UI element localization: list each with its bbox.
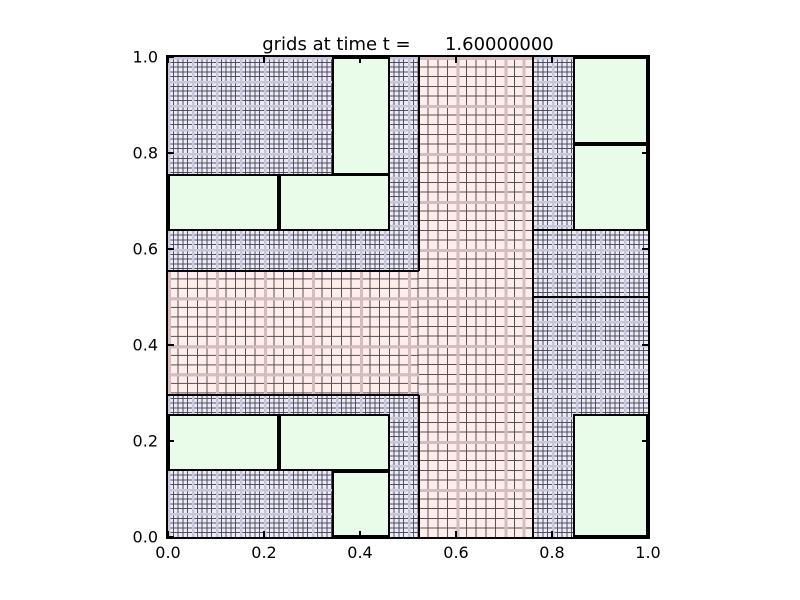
patch-boundary-line <box>532 296 648 298</box>
tick-mark <box>647 57 648 63</box>
tick-mark <box>168 152 174 154</box>
x-tick-label: 0.6 <box>443 543 469 562</box>
y-tick-label: 0.0 <box>132 527 158 547</box>
tick-mark <box>551 531 553 537</box>
tick-mark <box>551 57 553 63</box>
tick-mark <box>263 531 265 537</box>
tick-mark <box>168 344 174 346</box>
patch-boundary-line <box>168 394 419 397</box>
green-patch <box>168 414 279 471</box>
tick-mark <box>168 57 174 58</box>
tick-mark <box>642 248 648 250</box>
tick-mark <box>263 57 265 63</box>
green-patch <box>572 414 648 537</box>
tick-mark <box>168 248 174 250</box>
tick-mark <box>642 536 648 537</box>
tick-mark <box>642 152 648 154</box>
x-tick-label: 0.4 <box>347 543 373 562</box>
green-patch <box>278 414 391 471</box>
y-tick-label: 0.2 <box>132 431 158 451</box>
green-patch <box>278 174 391 231</box>
grid-plot <box>168 57 648 537</box>
green-patch <box>572 57 648 145</box>
green-patch <box>332 471 391 537</box>
pink-grid-patch <box>168 270 419 396</box>
patch-boundary-line <box>532 228 648 231</box>
tick-mark <box>168 531 169 537</box>
x-tick-label: 0.2 <box>251 543 277 562</box>
plot-area <box>166 55 650 539</box>
x-tick-label: 0.0 <box>155 543 181 562</box>
tick-mark <box>168 57 169 63</box>
tick-mark <box>168 536 174 537</box>
patch-boundary-line <box>168 269 419 272</box>
patch-boundary-line <box>417 395 420 537</box>
green-patch <box>168 174 279 231</box>
green-patch <box>572 144 648 231</box>
y-tick-label: 0.4 <box>132 335 158 355</box>
x-tick-label: 1.0 <box>635 543 661 562</box>
pink-grid-patch <box>418 57 533 537</box>
tick-mark <box>359 531 361 537</box>
tick-mark <box>359 57 361 63</box>
tick-mark <box>455 57 457 63</box>
patch-boundary-line <box>417 57 420 271</box>
tick-mark <box>642 57 648 58</box>
tick-mark <box>168 440 174 442</box>
tick-mark <box>455 531 457 537</box>
y-tick-label: 0.6 <box>132 239 158 259</box>
tick-mark <box>642 440 648 442</box>
tick-mark <box>647 531 648 537</box>
y-tick-label: 0.8 <box>132 143 158 163</box>
tick-mark <box>642 344 648 346</box>
y-tick-label: 1.0 <box>132 47 158 67</box>
plot-title: grids at time t = 1.60000000 <box>262 34 554 55</box>
x-tick-label: 0.8 <box>539 543 565 562</box>
green-patch <box>332 57 391 175</box>
